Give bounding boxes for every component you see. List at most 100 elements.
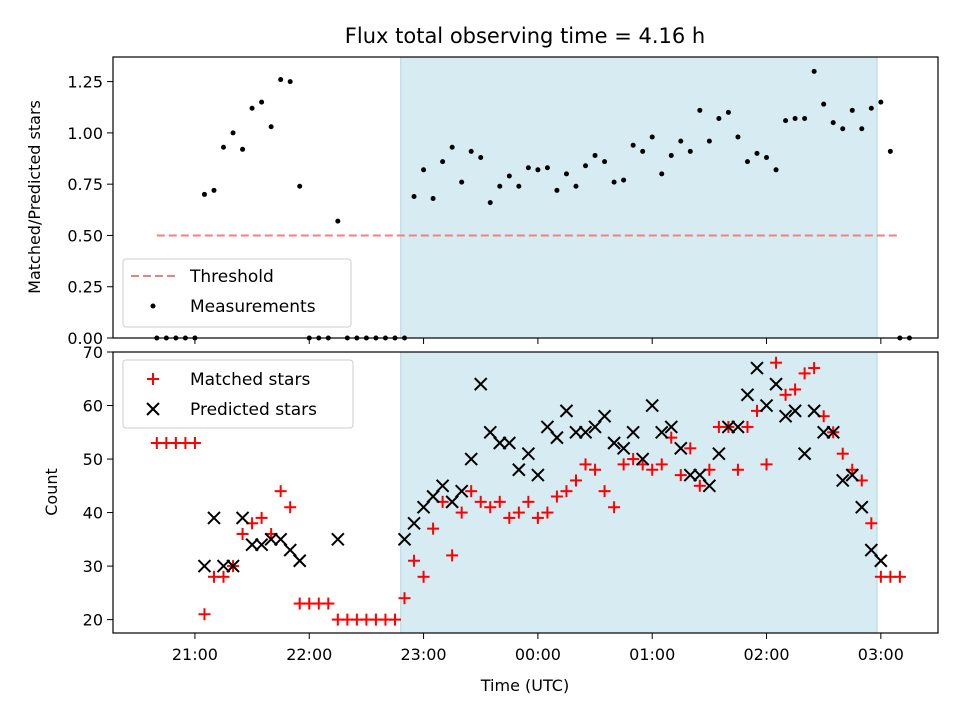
y-tick-label: 1.25: [67, 73, 103, 92]
predicted-star-point: [588, 420, 602, 434]
y-tick-label: 0.25: [67, 278, 103, 297]
predicted-star-point: [778, 409, 793, 423]
predicted-star-point: [721, 420, 736, 434]
matched-star-point: [512, 506, 525, 519]
predicted-star-point: [559, 404, 574, 418]
predicted-star-point: [407, 516, 421, 530]
predicted-star-point: [426, 489, 440, 504]
predicted-star-point: [207, 511, 221, 525]
predicted-star-point: [493, 436, 507, 450]
predicted-star-point: [273, 532, 288, 547]
measurements-legend-swatch: [150, 303, 156, 309]
y-tick-label: 1.00: [67, 124, 103, 143]
measurement-point: [640, 148, 646, 154]
measurement-point: [535, 167, 541, 173]
predicted-star-point: [569, 425, 583, 439]
observing-window-shade: [400, 351, 878, 634]
matched-star-point: [522, 495, 535, 508]
measurement-point: [678, 138, 684, 144]
measurement-point: [297, 183, 303, 189]
matched-star-point: [217, 570, 230, 583]
measurement-point: [506, 173, 512, 179]
predicted-legend-swatch: [146, 402, 160, 416]
measurement-point: [687, 148, 693, 154]
measurement-point: [411, 193, 417, 199]
matched-star-point: [836, 447, 849, 460]
predicted-star-point: [512, 463, 526, 477]
x-tick-label: 03:00: [858, 645, 904, 664]
measurement-point: [230, 130, 236, 136]
measurement-point: [240, 146, 246, 152]
y-tick-label: 40: [83, 504, 103, 523]
x-axis-ticks: 21:00 22:00 23:00 00:00 01:00 02:00 03:00: [172, 633, 904, 664]
predicted-star-point: [464, 452, 478, 466]
measurement-point: [725, 109, 731, 115]
matched-star-point: [579, 458, 592, 471]
y-axis-label: Count: [42, 468, 61, 516]
matched-star-point: [446, 549, 459, 562]
matched-star-point: [417, 570, 430, 583]
measurement-point: [430, 196, 436, 202]
y-tick-label: 0.75: [67, 175, 103, 194]
measurement-point: [773, 167, 779, 173]
measurement-point: [421, 167, 427, 173]
predicted-star-point: [216, 559, 231, 573]
matched-star-point: [274, 485, 287, 498]
measurement-point: [525, 165, 531, 171]
measurement-point: [221, 144, 227, 150]
legend-box: [122, 258, 352, 328]
matched-star-point: [550, 490, 563, 503]
y-axis-ticks: 20 30 40 50 60 70: [83, 343, 113, 630]
measurement-point: [859, 126, 865, 132]
measurement-point: [449, 144, 455, 150]
measurement-point: [830, 120, 836, 126]
predicted-star-point: [664, 420, 678, 434]
predicted-star-point: [235, 511, 250, 525]
measurement-point: [611, 179, 617, 185]
predicted-star-point: [283, 543, 297, 557]
predicted-star-point: [597, 409, 612, 423]
measurement-point: [697, 107, 703, 113]
x-tick-label: 02:00: [743, 645, 789, 664]
predicted-star-point: [483, 425, 497, 439]
matched-star-point: [188, 436, 201, 449]
measurement-point: [706, 138, 712, 144]
matched-star-point: [789, 383, 802, 396]
measurement-point: [754, 150, 760, 156]
measurement-point: [716, 116, 722, 122]
predicted-star-point: [864, 543, 879, 557]
matched-star-point: [198, 608, 211, 621]
matched-star-point: [893, 570, 906, 583]
measurement-point: [563, 171, 569, 177]
measurement-point: [554, 187, 560, 193]
matched-star-point: [388, 613, 401, 626]
measurement-point: [649, 134, 655, 140]
legend-entry-measurements: Measurements: [190, 297, 316, 317]
measurement-point: [735, 134, 741, 140]
measurement-point: [744, 159, 750, 165]
predicted-star-point: [826, 425, 840, 439]
matched-star-point: [684, 442, 697, 455]
matched-star-point: [798, 367, 811, 380]
measurement-point: [440, 159, 446, 165]
measurement-point: [278, 77, 284, 83]
predicted-star-point: [674, 441, 688, 456]
measurement-point: [573, 183, 579, 189]
matched-star-point: [484, 501, 497, 514]
predicted-star-point: [616, 441, 631, 456]
measurement-point: [335, 218, 341, 224]
predicted-star-point: [197, 559, 212, 573]
matched-star-point: [427, 522, 440, 535]
matched-star-point: [503, 511, 516, 524]
y-tick-label: 70: [83, 343, 103, 362]
predicted-star-point: [683, 468, 698, 482]
predicted-star-point: [626, 425, 640, 439]
matched-star-point: [493, 495, 506, 508]
predicted-star-point: [759, 398, 774, 413]
y-tick-label: 20: [83, 611, 103, 630]
matched-star-point: [322, 597, 335, 610]
matched-star-point: [398, 592, 411, 605]
measurement-point: [487, 200, 493, 206]
matched-star-point: [693, 479, 706, 492]
measurement-point: [287, 79, 293, 85]
